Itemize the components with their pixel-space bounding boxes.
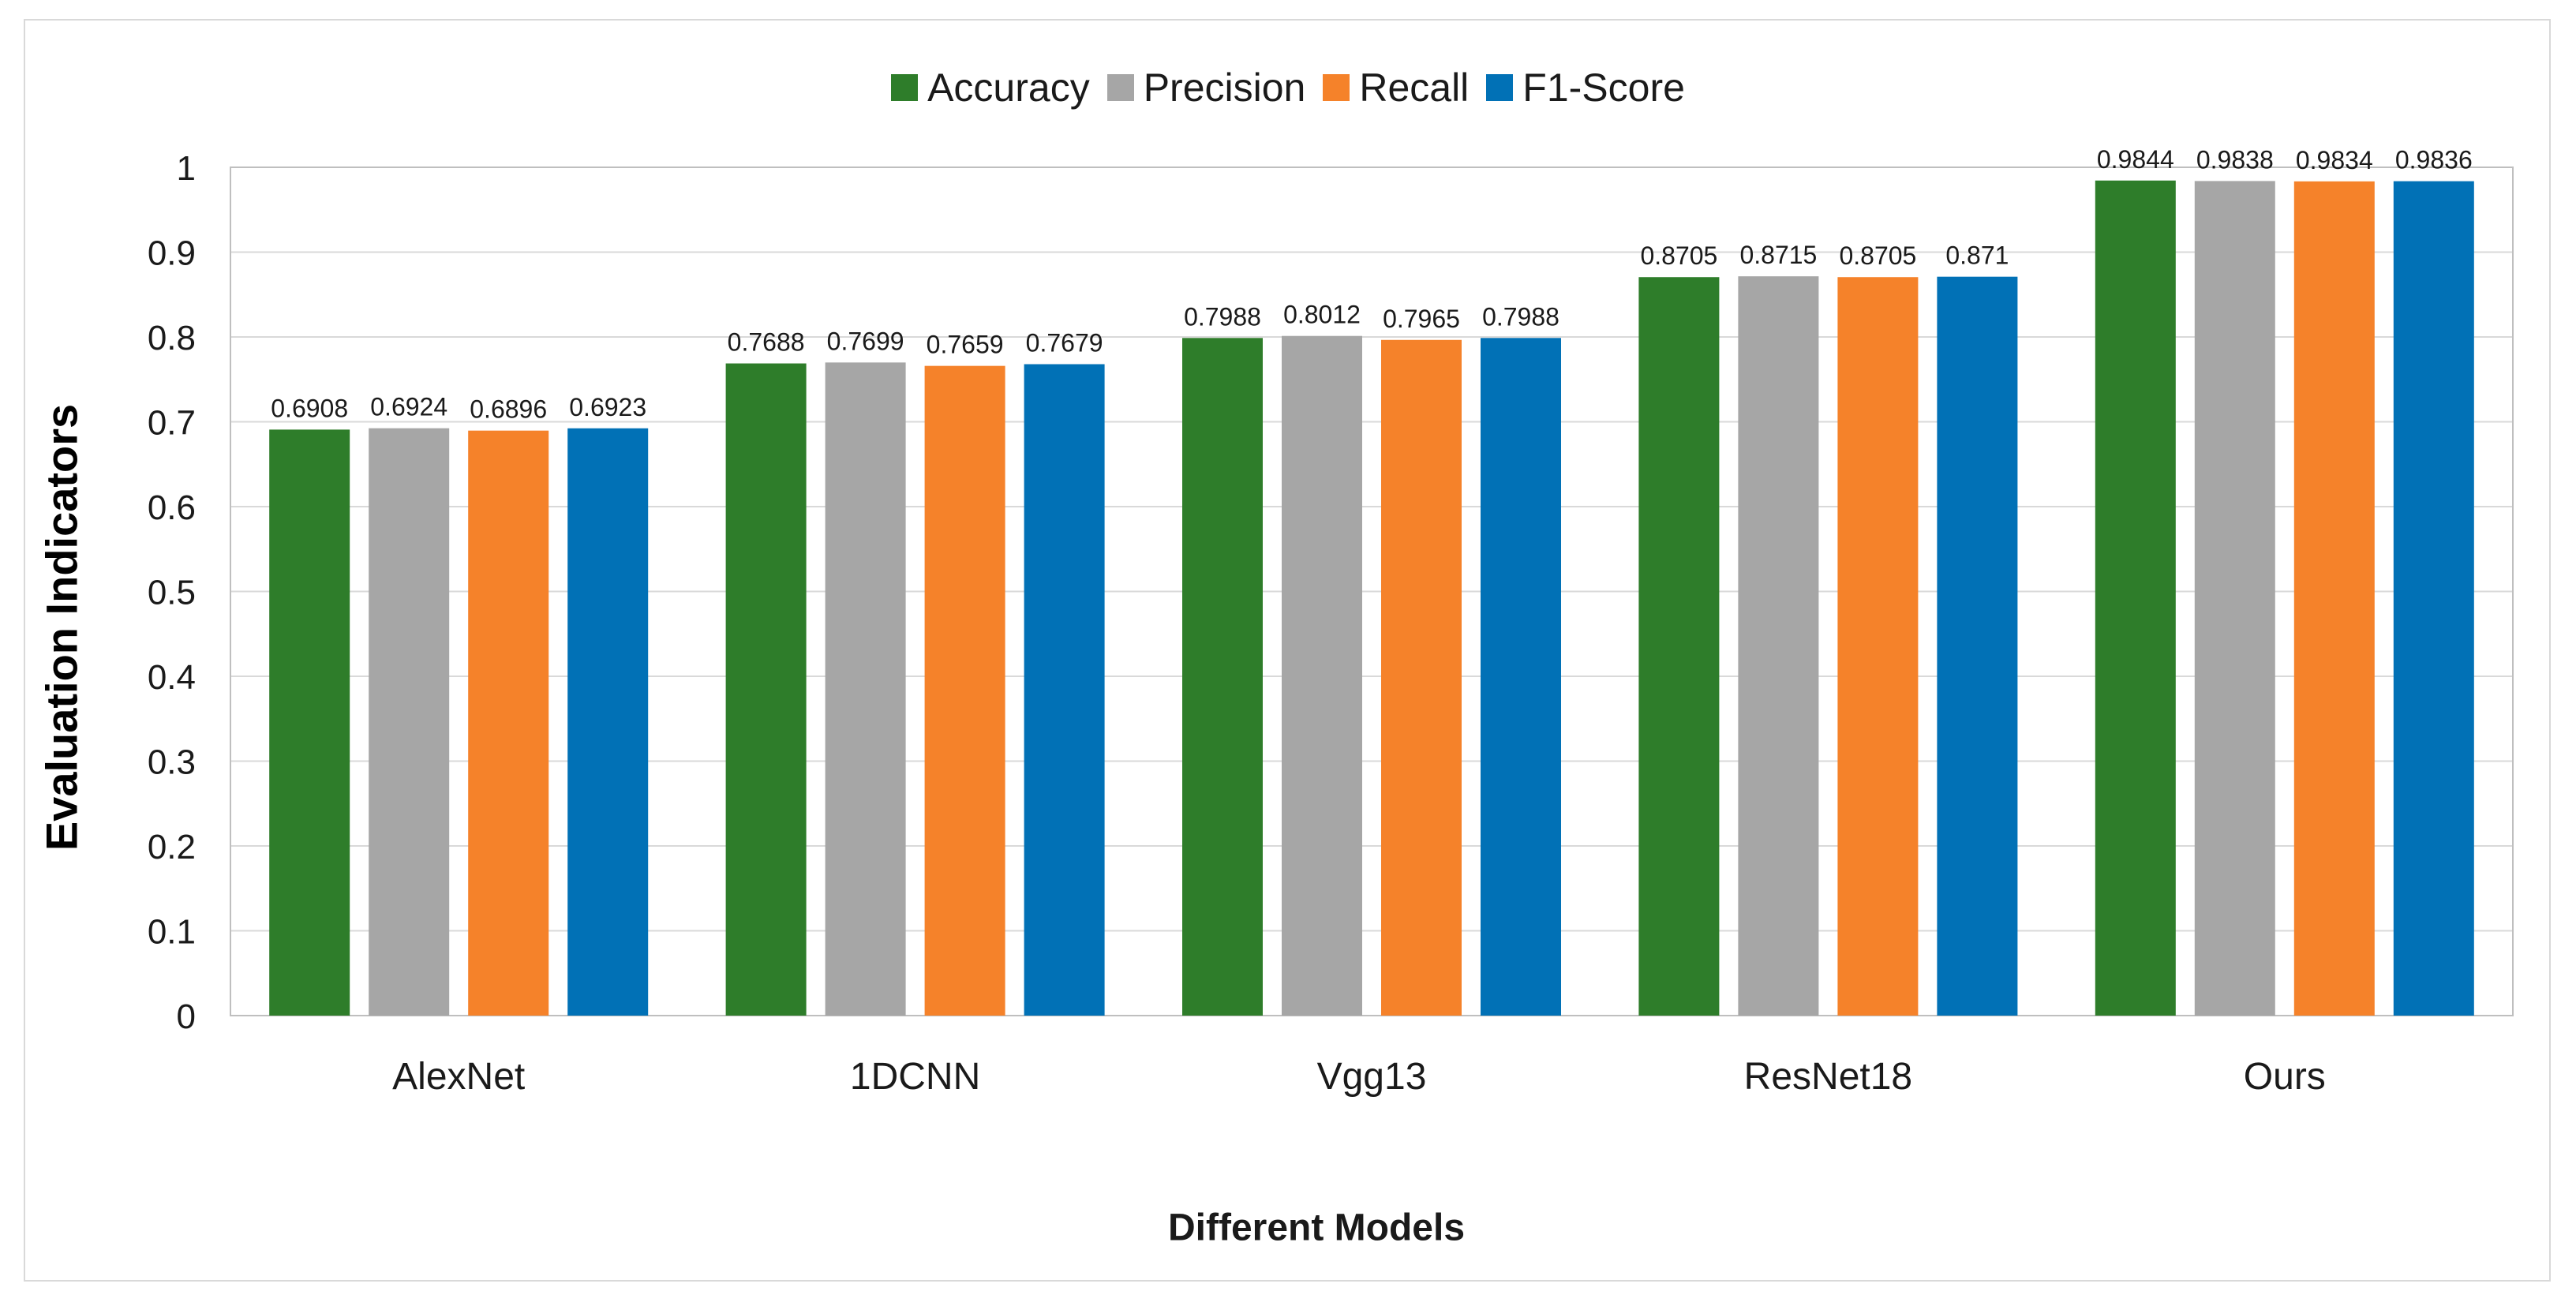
bar-precision-ours [2194,181,2275,1016]
bar-f1-score-1dcnn [1024,364,1105,1016]
y-tick-label: 0.5 [148,574,196,612]
bar-f1-score-ours [2393,181,2474,1016]
data-label: 0.7965 [1383,305,1460,333]
data-label: 0.6908 [271,394,348,422]
bar-accuracy-1dcnn [725,363,807,1016]
data-label: 0.8705 [1839,241,1916,270]
y-tick-label: 0 [177,997,196,1036]
y-tick-label: 0.7 [148,404,196,443]
y-tick-label: 0.3 [148,743,196,782]
bar-recall-resnet18 [1837,277,1919,1016]
data-label: 0.7688 [728,328,805,357]
data-label: 0.8705 [1640,241,1717,270]
x-tick-label: Ours [2244,1056,2326,1098]
data-label: 0.7679 [1026,329,1103,357]
legend-item-accuracy: Accuracy [891,65,1090,110]
plot-area-border [230,167,2514,1016]
bar-accuracy-ours [2095,180,2176,1016]
data-label: 0.6896 [470,395,547,424]
legend-item-f1-score: F1-Score [1486,65,1685,110]
bar-recall-1dcnn [924,365,1005,1016]
bar-accuracy-vgg13 [1182,338,1263,1016]
legend-item-precision: Precision [1106,65,1306,110]
legend-label: F1-Score [1522,65,1685,110]
bar-recall-alexnet [468,430,549,1016]
x-tick-label: AlexNet [392,1056,525,1098]
x-axis-ticks: AlexNet 1DCNN Vgg13 ResNet18 Ours [392,1056,2326,1098]
bar-precision-resnet18 [1738,276,1819,1016]
legend-swatch [1323,74,1350,101]
legend-swatch [891,74,919,101]
data-label: 0.7988 [1482,302,1559,331]
x-axis-label: Different Models [1167,1207,1466,1249]
legend-item-recall: Recall [1323,65,1469,110]
bar-f1-score-alexnet [567,428,649,1016]
y-tick-label: 0.2 [148,828,196,866]
y-axis-label: Evaluation Indicators [36,403,87,851]
bars [269,180,2474,1016]
bar-precision-1dcnn [825,362,906,1016]
bar-accuracy-alexnet [269,429,350,1016]
data-label: 0.9838 [2196,145,2274,174]
x-tick-label: 1DCNN [850,1056,980,1098]
y-tick-label: 0.8 [148,319,196,357]
legend-label: Accuracy [927,65,1090,110]
data-label: 0.9834 [2296,146,2373,174]
data-label: 0.9844 [2097,145,2174,174]
bar-f1-score-vgg13 [1481,338,1561,1016]
data-label: 0.7699 [827,327,904,355]
legend-swatch [1486,74,1514,101]
x-tick-label: ResNet18 [1744,1056,1912,1098]
bar-recall-vgg13 [1381,339,1462,1016]
y-axis-ticks: 0 0.1 0.2 0.3 0.4 0.5 0.6 0.7 0.8 0.9 1 [148,149,196,1036]
x-tick-label: Vgg13 [1317,1056,1427,1098]
y-tick-label: 0.1 [148,913,196,952]
y-tick-label: 0.9 [148,234,196,273]
data-label: 0.6923 [569,393,646,421]
data-label: 0.9836 [2395,146,2473,174]
bar-f1-score-resnet18 [1937,276,2018,1016]
bar-recall-ours [2293,181,2375,1016]
data-label: 0.7659 [927,331,1004,359]
data-label: 0.6924 [370,393,447,421]
data-label: 0.8012 [1283,301,1361,329]
y-tick-label: 0.6 [148,488,196,527]
legend-swatch [1106,74,1134,101]
bar-accuracy-resnet18 [1638,277,1720,1016]
bar-precision-vgg13 [1282,335,1362,1016]
bar-precision-alexnet [369,428,450,1016]
data-label: 0.8715 [1739,241,1817,269]
data-label: 0.871 [1945,241,2009,270]
data-label: 0.7988 [1184,302,1261,331]
legend: Accuracy Precision Recall F1-Score [0,65,2576,110]
legend-label: Recall [1359,65,1470,110]
legend-label: Precision [1143,65,1306,110]
data-labels: 0.6908 0.6924 0.6896 0.6923 0.7688 0.7699 0.76… [271,145,2472,424]
y-tick-label: 1 [177,149,196,188]
y-tick-label: 0.4 [148,658,196,697]
